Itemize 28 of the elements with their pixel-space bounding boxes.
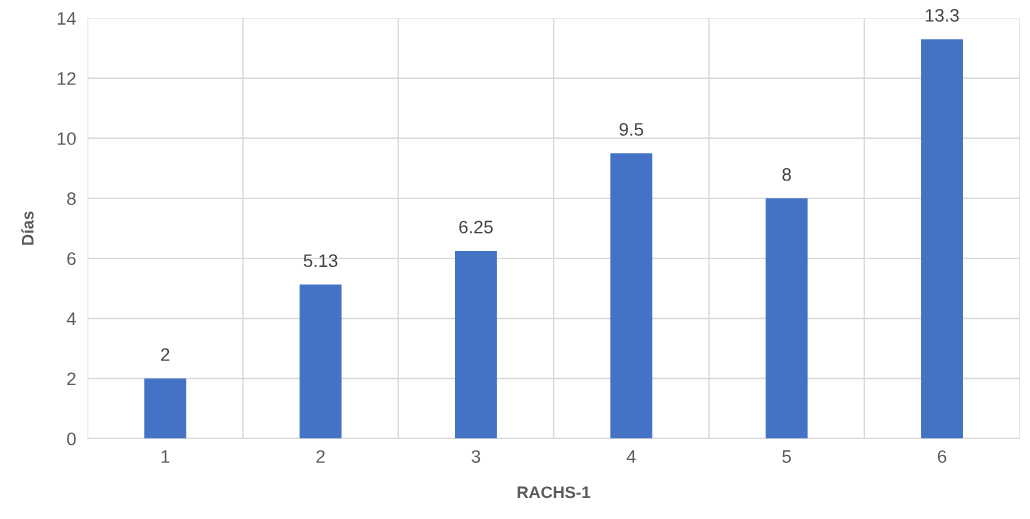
y-tick-label: 2 (67, 372, 76, 386)
x-tick-label: 2 (316, 450, 325, 463)
bar (144, 378, 187, 439)
y-tick-label: 8 (67, 192, 76, 206)
y-tick-label: 10 (57, 132, 76, 145)
x-tick-label: 4 (626, 450, 636, 463)
y-tick-label: 12 (57, 72, 76, 85)
data-label: 13.3 (925, 8, 959, 22)
bar (299, 284, 342, 439)
y-tick-label: 0 (67, 432, 76, 446)
bar (610, 153, 653, 439)
x-axis-title: RACHS-1 (517, 486, 591, 499)
bar (454, 250, 497, 439)
data-label: 9.5 (619, 123, 644, 136)
bar (765, 198, 808, 439)
x-tick-label: 1 (161, 450, 170, 463)
data-label: 8 (782, 168, 791, 181)
y-tick-label: 6 (67, 252, 76, 266)
data-label: 6.25 (459, 220, 493, 234)
data-label: 2 (161, 348, 170, 361)
x-tick-label: 5 (782, 450, 791, 463)
data-label: 5.13 (303, 254, 338, 268)
x-tick-label: 6 (937, 450, 947, 463)
y-tick-label: 4 (66, 312, 76, 325)
x-tick-label: 3 (471, 450, 481, 463)
y-tick-label: 14 (57, 12, 76, 25)
bar (921, 39, 963, 439)
y-axis-title: Días (21, 211, 34, 245)
